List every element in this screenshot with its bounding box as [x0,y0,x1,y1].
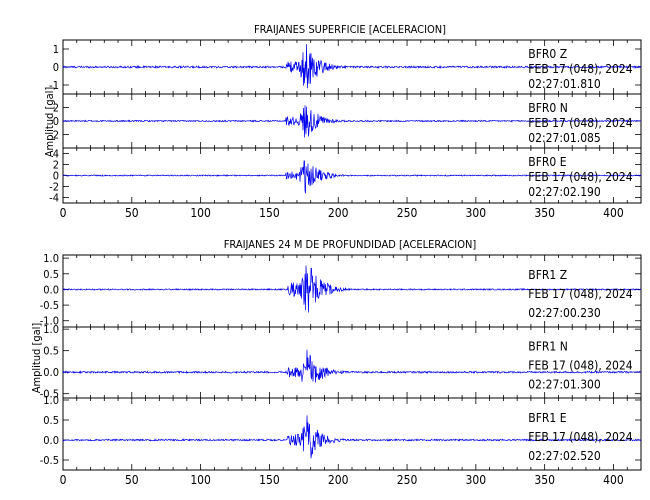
x-tick-label: 350 [534,473,555,487]
trace-time-label: 02:27:01.810 [528,77,601,91]
chart-title-superficie: FRAIJANES SUPERFICIE [ACELERACION] [254,23,446,36]
x-tick-label: 150 [259,206,280,220]
y-tick-label: 1.0 [43,394,59,407]
seismic-trace [62,160,642,194]
trace-date-label: FEB 17 (048), 2024 [528,287,633,301]
y-tick-label: -1 [49,79,59,92]
x-tick-label: 400 [603,473,624,487]
trace-station-label: BFR0 N [528,101,568,115]
trace-date-label: FEB 17 (048), 2024 [528,116,633,130]
y-tick-label: 0.5 [43,268,59,281]
trace-time-label: 02:27:02.520 [528,449,601,463]
x-tick-label: 300 [466,206,487,220]
seismic-trace [62,415,642,459]
y-tick-label: 0.0 [43,283,59,296]
x-tick-label: 250 [397,206,418,220]
x-tick-label: 0 [60,206,67,220]
trace-time-label: 02:27:00.230 [528,306,601,320]
y-tick-label: 2 [53,159,59,172]
chart-profundidad: 1.0 0.5 0.0 -0.5 -1.0 BFR1 Z FEB 17 (048), 202… [40,252,642,487]
trace-station-label: BFR0 E [528,155,566,169]
y-tick-label: 0.0 [43,434,59,447]
trace-date-label: FEB 17 (048), 2024 [528,358,633,372]
y-tick-label: 1.0 [43,252,59,265]
x-tick-label: 200 [328,473,349,487]
y-tick-label: 0.5 [43,345,59,358]
trace-panel: 1.0 0.5 0.0 -0.5 -1.0 BFR1 Z FEB 17 (048), 202… [40,252,642,328]
y-tick-label: 0 [53,170,59,183]
seismic-trace [62,349,642,383]
x-tick-label: 50 [125,473,139,487]
y-tick-label: 2 [53,102,59,115]
y-axis-label-superficie: Amplitud [gal] [43,87,56,158]
x-tick-label: 350 [534,206,555,220]
y-tick-label: -4 [49,192,59,205]
y-tick-label: -0.5 [40,454,59,467]
x-tick-label: 100 [190,206,211,220]
y-axis-label-profundidad: Amplitud [gal] [30,323,43,394]
y-tick-label: 0 [53,115,59,128]
trace-date-label: FEB 17 (048), 2024 [528,430,633,444]
y-tick-label: -0.5 [40,299,59,312]
x-tick-label: 0 [60,473,67,487]
y-tick-label: 0 [53,61,59,74]
y-tick-label: 1.0 [43,323,59,336]
y-tick-label: 0.0 [43,366,59,379]
x-tick-label: 50 [125,206,139,220]
y-tick-label: -2 [49,129,59,142]
y-tick-label: -2 [49,181,59,194]
seismic-trace [62,265,642,313]
y-tick-label: -0.5 [40,388,59,401]
trace-date-label: FEB 17 (048), 2024 [528,62,633,76]
y-tick-label: 1 [53,43,59,56]
x-tick-label: 200 [328,206,349,220]
y-tick-label: -1.0 [40,315,59,328]
y-tick-label: 0.5 [43,414,59,427]
x-tick-label: 400 [603,206,624,220]
trace-station-label: BFR1 N [528,339,568,353]
x-tick-label: 100 [190,473,211,487]
trace-station-label: BFR1 Z [528,268,567,282]
seismic-trace [62,105,642,138]
x-tick-label: 150 [259,473,280,487]
trace-time-label: 02:27:01.300 [528,377,601,391]
trace-panel: 1.0 0.5 0.0 -0.5 BFR1 N FEB 17 (048), 2024 02:… [40,323,642,401]
trace-station-label: BFR1 E [528,411,566,425]
x-tick-label: 250 [397,473,418,487]
y-tick-label: 4 [53,148,59,161]
trace-panel: 1.0 0.5 0.0 -0.5 BFR1 E FEB 17 (048), 2024 02:… [40,394,642,471]
x-tick-label: 300 [466,473,487,487]
trace-date-label: FEB 17 (048), 2024 [528,170,633,184]
trace-time-label: 02:27:02.190 [528,185,601,199]
trace-station-label: BFR0 Z [528,47,567,61]
seismic-trace [62,44,642,89]
chart-title-profundidad: FRAIJANES 24 M DE PROFUNDIDAD [ACELERACI… [224,238,477,251]
trace-time-label: 02:27:01.085 [528,131,601,145]
